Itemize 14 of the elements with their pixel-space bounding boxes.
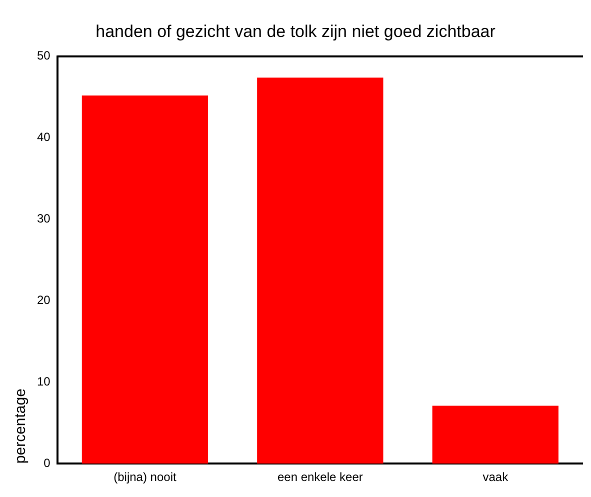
- y-tick-label: 30: [36, 212, 51, 226]
- y-axis-title: percentage: [12, 388, 30, 464]
- x-tick-label: (bijna) nooit: [114, 470, 177, 484]
- y-tick-label: 10: [36, 374, 51, 388]
- y-tick-label: 50: [36, 48, 51, 63]
- y-tick-label: 20: [36, 293, 51, 308]
- x-tick-label: een enkele keer: [277, 470, 363, 484]
- bar: [82, 95, 208, 464]
- chart-title: handen of gezicht van de tolk zijn niet goed zichtbaar: [96, 22, 496, 41]
- bar: [257, 78, 384, 464]
- y-tick-label: 0: [44, 456, 51, 470]
- bar: [432, 406, 558, 464]
- x-tick-label: vaak: [482, 470, 510, 484]
- y-tick-label: 40: [36, 130, 51, 144]
